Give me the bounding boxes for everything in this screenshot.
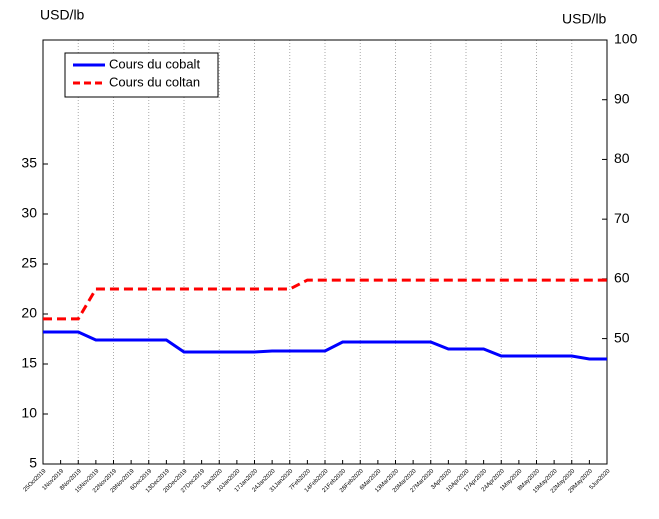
y-tick-label: 20 <box>21 305 37 321</box>
y-tick-label: 5 <box>29 455 37 471</box>
y-axis-label: USD/lb <box>40 7 85 23</box>
y-tick-label: 35 <box>21 155 37 171</box>
y2-tick-label: 50 <box>614 329 630 345</box>
y-tick-label: 25 <box>21 255 37 271</box>
line-series <box>43 278 607 321</box>
y2-tick-label: 100 <box>614 31 638 47</box>
y2-tick-label: 90 <box>614 90 630 106</box>
y2-tick-label: 70 <box>614 210 630 226</box>
y2-tick-label: 60 <box>614 270 630 286</box>
y-tick-label: 15 <box>21 355 37 371</box>
legend-label: Cours du coltan <box>109 74 200 89</box>
legend-label: Cours du cobalt <box>109 56 200 71</box>
line-series <box>43 330 607 361</box>
y2-axis-label: USD/lb <box>562 11 607 27</box>
y2-tick-label: 80 <box>614 150 630 166</box>
y-tick-label: 10 <box>21 405 37 421</box>
y-tick-label: 30 <box>21 205 37 221</box>
legend-box <box>64 52 219 98</box>
